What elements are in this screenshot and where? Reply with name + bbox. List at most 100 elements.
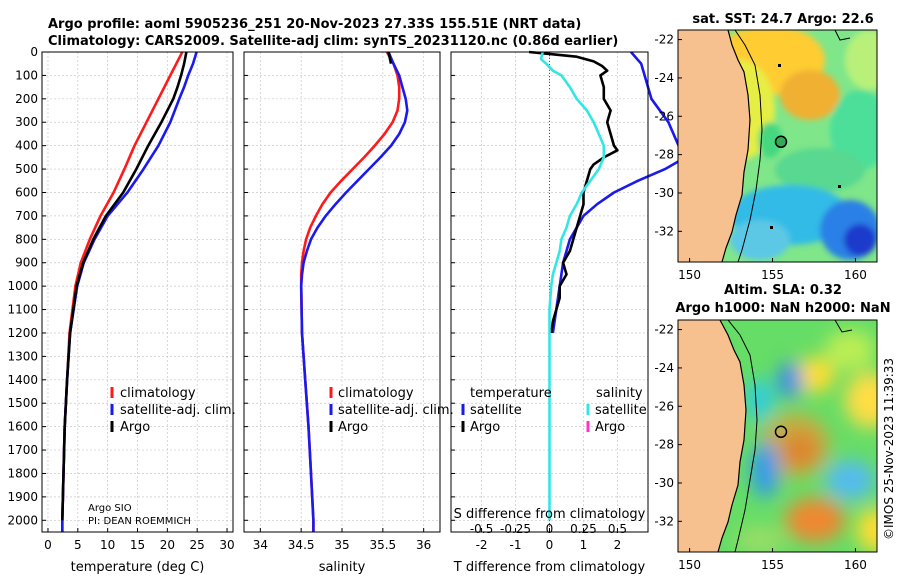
title-line-1: Argo profile: aoml 5905236_251 20-Nov-20… [48, 17, 581, 32]
sst-missing-pixel [778, 64, 781, 67]
x-tick-label: 36 [416, 538, 431, 552]
series-temperature-satellite [551, 51, 687, 334]
sla-land [678, 320, 746, 552]
x-tick-label: -1 [510, 538, 522, 552]
legend-label-climatology: climatology [120, 386, 196, 401]
map-x-tick-label: 150 [678, 558, 701, 572]
x-tick-label: 1 [580, 538, 588, 552]
top-tick-label: -0.25 [500, 522, 531, 536]
map-x-tick-label: 160 [844, 558, 867, 572]
sla-patch [735, 526, 785, 552]
y-tick-label: 1500 [7, 396, 38, 410]
series-salinity-satellite [539, 51, 606, 521]
x-tick-label: 35 [334, 538, 349, 552]
map-y-tick-label: -30 [654, 186, 674, 200]
sla-coastline [717, 320, 747, 552]
y-tick-label: 300 [15, 115, 38, 129]
sla-map-frame [677, 319, 878, 553]
credit-line-1: Argo SIO [88, 503, 132, 514]
sla-shelf-contour [727, 320, 758, 552]
y-tick-label: 700 [15, 209, 38, 223]
top-axis-label: S difference from climatology [454, 507, 646, 522]
sla-map-title-1: Altim. SLA: 0.32 [724, 283, 842, 298]
x-axis-label: temperature (deg C) [71, 560, 205, 575]
x-tick-label: 35.5 [369, 538, 396, 552]
top-tick-label: 0.5 [608, 522, 627, 536]
temperature-legend: climatology satellite-adj. clim. Argo [110, 386, 236, 435]
y-tick-label: 600 [15, 185, 38, 199]
legend-label-satellite: satellite-adj. clim. [338, 403, 454, 418]
map-y-tick-label: -28 [654, 148, 674, 162]
x-tick-label: 2 [614, 538, 622, 552]
sst-missing-pixel [838, 185, 841, 188]
x-axis-label: salinity [319, 560, 366, 575]
legend-label-argo: Argo [120, 420, 150, 435]
legend-label-climatology: climatology [338, 386, 414, 401]
y-tick-label: 1300 [7, 349, 38, 363]
map-x-tick-label: 160 [844, 268, 867, 282]
sst-map-frame [677, 29, 878, 263]
x-tick-label: 34.5 [288, 538, 315, 552]
sst-shelf-contour [734, 30, 763, 262]
y-tick-label: 100 [15, 68, 38, 82]
y-tick-label: 200 [15, 92, 38, 106]
y-tick-label: 800 [15, 232, 38, 246]
x-tick-label: 5 [74, 538, 82, 552]
legend-label-s-satellite: satellite [595, 403, 647, 418]
salinity-legend: climatology satellite-adj. clim. Argo [329, 386, 454, 435]
x-tick-label: -2 [476, 538, 488, 552]
map-y-tick-label: -22 [654, 323, 674, 337]
x-tick-label: 25 [190, 538, 205, 552]
x-tick-label: 0 [44, 538, 52, 552]
y-tick-label: 1900 [7, 490, 38, 504]
y-tick-label: 500 [15, 162, 38, 176]
x-tick-label: 15 [130, 538, 145, 552]
sst-cool-patch [730, 220, 790, 260]
sla-high-patch [857, 508, 877, 552]
sla-field [735, 330, 877, 552]
sst-warm-patch [780, 70, 840, 120]
legend-title-salinity: salinity [596, 386, 643, 401]
x-tick-label: 10 [100, 538, 115, 552]
y-tick-label: 1700 [7, 443, 38, 457]
series-satellite-adj-clim- [299, 51, 409, 532]
sst-coastline [721, 30, 751, 262]
top-tick-label: -0.5 [470, 522, 493, 536]
x-tick-label: 34 [253, 538, 268, 552]
x-tick-label: 0 [546, 538, 554, 552]
y-tick-label: 2000 [7, 513, 38, 527]
sla-patch [825, 330, 875, 370]
difference-plot: -2 -1 0 1 2 T difference from climatology S di… [450, 50, 687, 575]
difference-legend: temperature satellite Argo salinity sate… [461, 386, 647, 435]
sst-map-title: sat. SST: 24.7 Argo: 22.6 [692, 12, 873, 27]
map-y-tick-label: -24 [654, 71, 674, 85]
map-x-tick-label: 155 [761, 558, 784, 572]
sla-high-patch [795, 357, 835, 393]
y-tick-label: 1800 [7, 466, 38, 480]
sla-map-axes: 150 155 160 -22 -24 -26 -28 -30 -32 [654, 323, 867, 572]
sst-patch [758, 122, 782, 158]
credit-line-2: PI: DEAN ROEMMICH [88, 516, 191, 527]
sla-high-patch [845, 372, 877, 428]
sst-map [678, 30, 877, 262]
sla-shelf-contour [834, 320, 853, 333]
timestamp-credit: ©IMOS 25-Nov-2023 11:39:33 [882, 358, 896, 540]
map-y-tick-label: -30 [654, 476, 674, 490]
map-x-tick-label: 155 [761, 268, 784, 282]
sst-patch [845, 30, 877, 90]
top-tick-label: 0 [546, 522, 554, 536]
sst-shelf-contour [834, 30, 851, 41]
map-y-tick-label: -22 [654, 33, 674, 47]
salinity-plot: 34 34.5 35 35.5 36 salinity [243, 51, 441, 575]
sst-missing-pixel [770, 226, 773, 229]
sla-map-title-2: Argo h1000: NaN h2000: NaN [675, 301, 890, 316]
legend-label-s-argo: Argo [595, 420, 625, 435]
sla-map [678, 320, 877, 552]
x-axis-label: T difference from climatology [453, 560, 646, 575]
map-y-tick-label: -24 [654, 361, 674, 375]
temperature-plot: 0 5 10 15 20 25 300100200300400500600700800900… [7, 45, 234, 575]
sst-patch [775, 148, 865, 192]
y-tick-label: 1000 [7, 279, 38, 293]
